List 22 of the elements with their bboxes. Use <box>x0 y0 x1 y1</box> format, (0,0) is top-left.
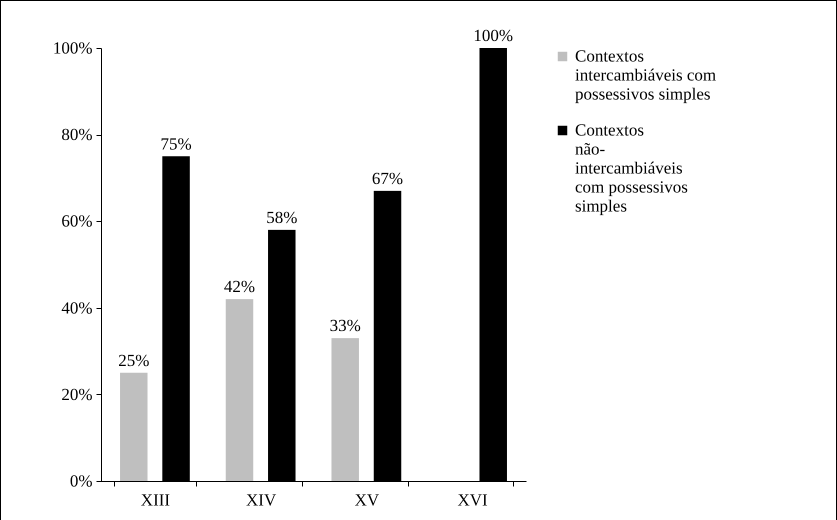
data-label: 33% <box>330 316 361 336</box>
data-label: 58% <box>266 208 298 227</box>
data-label: 100% <box>473 26 514 45</box>
y-tick-label: 60% <box>61 212 92 231</box>
y-tick-label: 20% <box>61 384 92 404</box>
data-label: 42% <box>224 277 256 296</box>
x-tick-label: XV <box>354 490 380 510</box>
data-label: 67% <box>372 168 404 188</box>
x-tick-label: XIII <box>140 490 170 510</box>
legend-label: Contextos não-intercambiáveis com possessivos simples <box>575 120 688 216</box>
data-label: 75% <box>160 134 192 154</box>
bar <box>120 372 148 481</box>
y-tick-label: 40% <box>61 298 92 318</box>
y-tick-label: 100% <box>52 38 92 58</box>
bar <box>226 299 254 481</box>
x-tick-label: XIV <box>246 490 277 510</box>
y-tick-label: 80% <box>61 125 92 144</box>
x-tick-label: XVI <box>457 490 488 510</box>
data-label: 25% <box>118 350 150 370</box>
bar <box>331 338 359 481</box>
legend-label: Contextos intercambiáveis com possessivos simples <box>575 46 716 104</box>
y-tick-label: 0% <box>70 472 92 490</box>
